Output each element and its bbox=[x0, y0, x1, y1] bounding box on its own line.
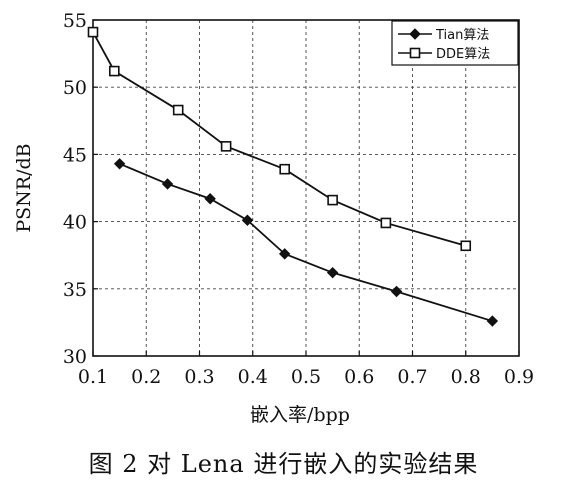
data-point bbox=[279, 163, 291, 175]
series-layer bbox=[87, 26, 499, 327]
data-point bbox=[326, 266, 339, 279]
y-tick-label: 50 bbox=[63, 77, 87, 99]
x-tick-label: 0.4 bbox=[238, 366, 268, 388]
legend-label: DDE算法 bbox=[436, 47, 490, 62]
data-point bbox=[87, 26, 99, 38]
x-axis-title: 嵌入率/bpp bbox=[250, 404, 350, 426]
y-tick-label: 30 bbox=[63, 346, 87, 368]
series-tian bbox=[113, 158, 499, 327]
chart: 0.1 0.2 0.3 0.4 0.5 0.6 0.7 0.8 0.9 30 35 40 45 50 55… bbox=[13, 10, 534, 426]
data-point bbox=[380, 217, 392, 229]
data-point bbox=[109, 65, 120, 77]
data-point bbox=[113, 158, 126, 170]
x-tick-label: 0.8 bbox=[451, 366, 481, 388]
series-dde bbox=[87, 26, 472, 252]
data-point bbox=[486, 315, 499, 327]
data-point bbox=[327, 194, 338, 206]
data-point bbox=[220, 141, 232, 152]
y-tick-label: 40 bbox=[63, 212, 87, 234]
x-tick-label: 0.6 bbox=[344, 366, 374, 388]
y-axis-ticks: 30 35 40 45 50 55 bbox=[63, 10, 98, 368]
y-tick-label: 35 bbox=[63, 279, 87, 301]
x-tick-label: 0.5 bbox=[291, 366, 321, 388]
data-point bbox=[241, 214, 254, 226]
legend-marker bbox=[409, 28, 421, 40]
grid-lines bbox=[93, 20, 519, 356]
x-tick-label: 0.3 bbox=[184, 366, 214, 388]
x-tick-label: 0.7 bbox=[397, 366, 427, 388]
series-line bbox=[119, 162, 493, 322]
y-axis-title: PSNR/dB bbox=[13, 143, 35, 232]
x-tick-label: 0.2 bbox=[131, 366, 161, 388]
series-line bbox=[92, 31, 466, 247]
data-point bbox=[172, 104, 184, 116]
data-point bbox=[460, 240, 472, 252]
data-point bbox=[204, 193, 216, 205]
y-tick-label: 45 bbox=[63, 144, 87, 166]
legend-label: Tian算法 bbox=[435, 28, 489, 43]
legend: Tian算法 DDE算法 bbox=[391, 20, 519, 66]
data-point bbox=[278, 248, 291, 260]
legend-marker bbox=[409, 47, 421, 59]
x-tick-label: 0.9 bbox=[504, 366, 534, 388]
x-tick-label: 0.1 bbox=[78, 366, 108, 388]
figure-caption: 图 2 对 Lena 进行嵌入的实验结果 bbox=[88, 450, 479, 478]
data-point bbox=[390, 285, 403, 298]
data-point bbox=[161, 178, 174, 190]
y-tick-label: 55 bbox=[63, 10, 87, 32]
x-axis-ticks: 0.1 0.2 0.3 0.4 0.5 0.6 0.7 0.8 0.9 bbox=[78, 351, 534, 388]
